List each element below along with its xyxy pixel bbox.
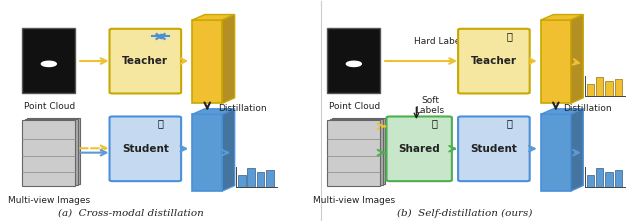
Polygon shape xyxy=(192,15,235,20)
Text: Student: Student xyxy=(122,144,169,154)
Text: (b)  Self-distillation (ours): (b) Self-distillation (ours) xyxy=(397,208,532,218)
Text: Multi-view Images: Multi-view Images xyxy=(313,196,396,205)
Text: Teacher: Teacher xyxy=(471,56,517,66)
Text: Point Cloud: Point Cloud xyxy=(328,102,380,111)
Text: Point Cloud: Point Cloud xyxy=(24,102,75,111)
Bar xyxy=(328,28,380,93)
Polygon shape xyxy=(541,114,571,191)
Bar xyxy=(587,174,594,187)
Text: Teacher: Teacher xyxy=(122,56,168,66)
Bar xyxy=(587,84,594,96)
Text: Soft
Labels: Soft Labels xyxy=(415,96,445,115)
FancyBboxPatch shape xyxy=(458,117,530,181)
Text: Distillation: Distillation xyxy=(218,104,267,113)
Text: (a)  Cross-modal distillation: (a) Cross-modal distillation xyxy=(58,208,204,217)
Bar xyxy=(332,118,385,184)
Circle shape xyxy=(42,61,56,67)
Text: Shared: Shared xyxy=(398,144,440,154)
Bar xyxy=(605,172,612,187)
Polygon shape xyxy=(192,114,222,191)
Bar xyxy=(22,28,76,93)
Text: 🔥: 🔥 xyxy=(506,32,512,42)
Bar xyxy=(605,81,612,96)
Polygon shape xyxy=(192,20,222,103)
FancyBboxPatch shape xyxy=(387,117,452,181)
Circle shape xyxy=(346,61,362,67)
Bar xyxy=(238,174,246,187)
Polygon shape xyxy=(571,15,583,103)
Bar xyxy=(257,172,264,187)
Bar xyxy=(22,120,76,186)
Bar xyxy=(248,168,255,187)
Bar xyxy=(596,168,604,187)
Bar xyxy=(328,120,380,186)
Polygon shape xyxy=(541,109,583,114)
Bar xyxy=(28,118,80,184)
Text: 🔥: 🔥 xyxy=(431,118,437,128)
Polygon shape xyxy=(222,109,235,191)
FancyBboxPatch shape xyxy=(109,117,181,181)
Text: 🔥: 🔥 xyxy=(506,118,512,128)
Polygon shape xyxy=(192,109,235,114)
Text: 🔥: 🔥 xyxy=(157,118,163,128)
Polygon shape xyxy=(541,15,583,20)
FancyBboxPatch shape xyxy=(109,29,181,93)
Bar xyxy=(330,119,383,185)
Polygon shape xyxy=(541,20,571,103)
Bar xyxy=(596,77,604,96)
Polygon shape xyxy=(222,15,235,103)
FancyBboxPatch shape xyxy=(458,29,530,93)
Bar xyxy=(266,170,273,187)
Text: Hard Labels: Hard Labels xyxy=(414,38,467,46)
Text: Student: Student xyxy=(470,144,517,154)
Bar xyxy=(614,79,622,96)
Text: Distillation: Distillation xyxy=(563,104,611,113)
Bar xyxy=(614,170,622,187)
Text: Multi-view Images: Multi-view Images xyxy=(8,196,90,205)
Polygon shape xyxy=(571,109,583,191)
Bar xyxy=(25,119,78,185)
